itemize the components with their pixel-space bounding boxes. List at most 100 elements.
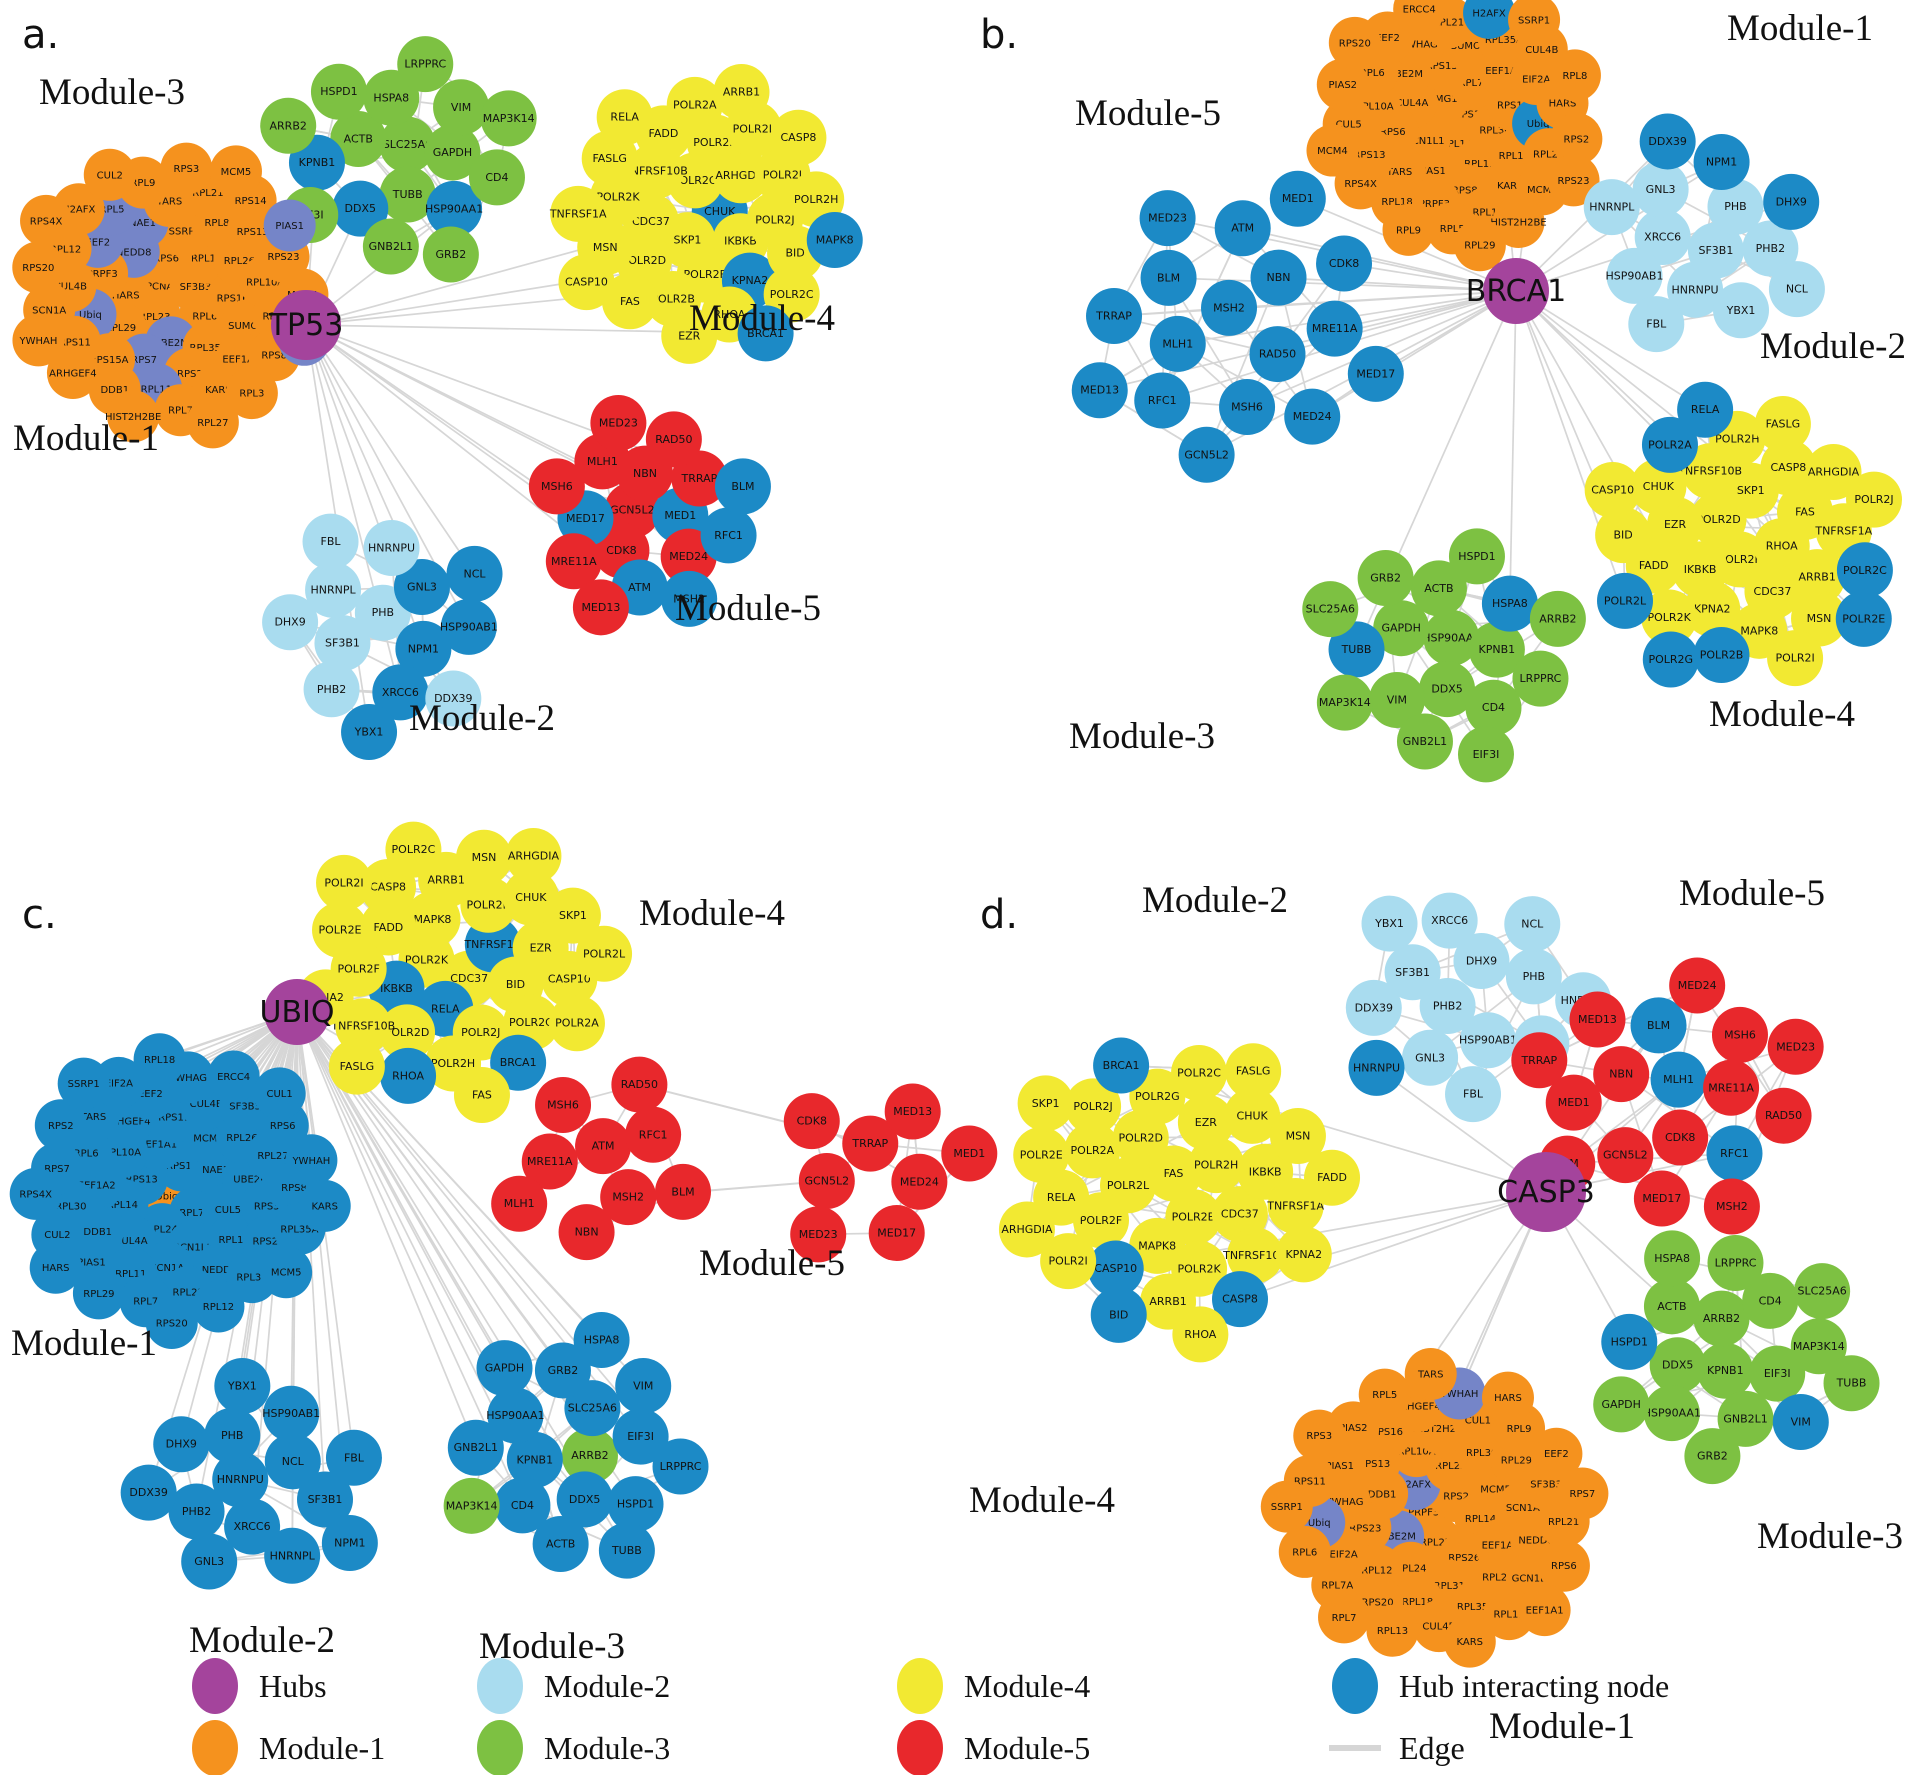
node-label: FADD <box>1639 559 1669 572</box>
node-label: SF3B1 <box>1698 244 1733 257</box>
node-TUBB <box>379 166 436 223</box>
hub-label: UBIQ <box>260 995 335 1030</box>
node-label: RPL7 <box>133 1297 158 1308</box>
node-label: POLR2C <box>1177 1067 1221 1080</box>
node-MAP3K14 <box>480 90 537 147</box>
node-PHB <box>204 1407 261 1464</box>
node-label: RPL7 <box>1332 1613 1357 1624</box>
node-label: IKBKB <box>1684 563 1717 576</box>
node-label: PHB2 <box>317 683 346 696</box>
node-label: EEF2 <box>1544 1449 1569 1460</box>
node-POLR2J <box>1065 1078 1122 1135</box>
node-VIM <box>1368 672 1425 729</box>
node-label: TNFRSF1A <box>1266 1199 1324 1212</box>
node-PHB2 <box>1419 978 1476 1035</box>
node-GNL3 <box>1402 1029 1459 1086</box>
node-DDX39 <box>1345 979 1402 1036</box>
node-NBN <box>1593 1046 1650 1103</box>
node-KPNA2 <box>1275 1226 1332 1283</box>
panel-letter-b: b. <box>980 12 1018 58</box>
node-MED24 <box>1669 957 1726 1014</box>
node-label: RPL30 <box>55 1201 86 1212</box>
node-label: RFC1 <box>1720 1147 1749 1160</box>
node-label: POLR2B <box>1700 649 1744 662</box>
node-label: FADD <box>649 127 679 140</box>
node-label: CD4 <box>485 171 508 184</box>
hub-label: BRCA1 <box>1466 274 1567 309</box>
node-label: RPL26 <box>226 1133 257 1144</box>
node-label: HIST2H2BE <box>1490 217 1546 228</box>
node-label: BLM <box>1647 1019 1670 1032</box>
node-label: LRPPRC <box>1520 672 1562 685</box>
node-label: RFC1 <box>714 529 743 542</box>
node-label: EEF2 <box>85 237 110 248</box>
node-label: DHX9 <box>1776 195 1807 208</box>
legend-label: Edge <box>1399 1730 1465 1766</box>
node-label: RPS8 <box>1452 185 1478 196</box>
node-label: RHOA <box>1184 1328 1216 1341</box>
node-label: MED13 <box>1578 1013 1617 1026</box>
node-label: FASLG <box>592 152 626 165</box>
legend-label: Hubs <box>259 1668 327 1704</box>
node-label: RPL3 <box>239 389 264 400</box>
node-label: IKBKB <box>380 982 413 995</box>
node-label: YWHAG <box>1325 1497 1364 1508</box>
node-label: SKP1 <box>1032 1097 1060 1110</box>
node-ACTB <box>1410 560 1467 617</box>
node-RPL29 <box>72 1267 125 1320</box>
node-EIF3I <box>612 1408 669 1465</box>
node-ACTB <box>532 1515 589 1572</box>
node-RPL29 <box>1453 219 1506 272</box>
node-label: DHX9 <box>274 616 305 629</box>
node-label: DHX9 <box>1466 955 1497 968</box>
node-label: YWHAG <box>1399 40 1438 51</box>
node-label: VIM <box>1387 694 1407 707</box>
node-label: RPS8 <box>261 351 287 362</box>
node-ARRB2 <box>561 1427 618 1484</box>
node-label: RPL13 <box>1377 1626 1408 1637</box>
node-POLR2A <box>1641 416 1698 473</box>
node-label: HSP90AA1 <box>1422 631 1480 644</box>
node-label: MSN <box>593 241 618 254</box>
node-RPL5 <box>1358 1368 1411 1421</box>
node-label: RELA <box>1047 1191 1076 1204</box>
node-label: DDX5 <box>1431 683 1462 696</box>
node-label: CUL1 <box>267 1089 293 1100</box>
node-label: GNB2L1 <box>1403 735 1447 748</box>
node-label: RPL30 <box>1479 125 1510 136</box>
node-label: PIAS2 <box>1339 1423 1368 1434</box>
node-FAS <box>1145 1145 1202 1202</box>
edge <box>1206 328 1336 456</box>
node-label: MED23 <box>599 417 638 430</box>
node-label: DDX39 <box>129 1486 167 1499</box>
node-GAPDH <box>1593 1376 1650 1433</box>
hub-CASP3: CASP3 <box>1497 1152 1595 1232</box>
node-KARS <box>1443 1615 1496 1668</box>
node-label: TUBB <box>1341 643 1372 656</box>
module-label: Module-3 <box>1069 716 1215 757</box>
hub-edge <box>1515 290 1671 446</box>
node-POLR2C <box>385 821 442 878</box>
node-label: MSH6 <box>541 480 573 493</box>
node-SLC25A6 <box>1302 581 1359 638</box>
node-label: KARS <box>1457 1637 1484 1648</box>
node-CASP8 <box>1212 1271 1269 1328</box>
node-YBX1 <box>1713 282 1770 339</box>
node-GNB2L1 <box>362 218 419 275</box>
node-label: RPL7 <box>168 406 193 417</box>
node-label: MSN <box>1807 612 1832 625</box>
node-label: POLR2J <box>1073 1100 1112 1113</box>
node-label: RPS11 <box>158 1113 190 1124</box>
cluster-d-m4: FAS POLR2B POLR2L POLR2H MAPK8 POLR2D CDC37 POL… <box>998 1037 1361 1363</box>
node-label: UBE2M <box>1388 69 1424 80</box>
node-label: PIAS2 <box>1329 80 1358 91</box>
node-POLR2C <box>1836 542 1893 599</box>
node-label: MAPK8 <box>1740 624 1778 637</box>
node-label: ARRB1 <box>1799 571 1836 584</box>
node-label: HNRNPL <box>1589 201 1635 214</box>
node-label: RPL6 <box>192 312 217 323</box>
node-label: FADD <box>373 921 403 934</box>
node-label: EZR <box>1195 1116 1217 1129</box>
node-label: ARHGDIA <box>1808 465 1860 478</box>
node-BID <box>1090 1286 1147 1343</box>
